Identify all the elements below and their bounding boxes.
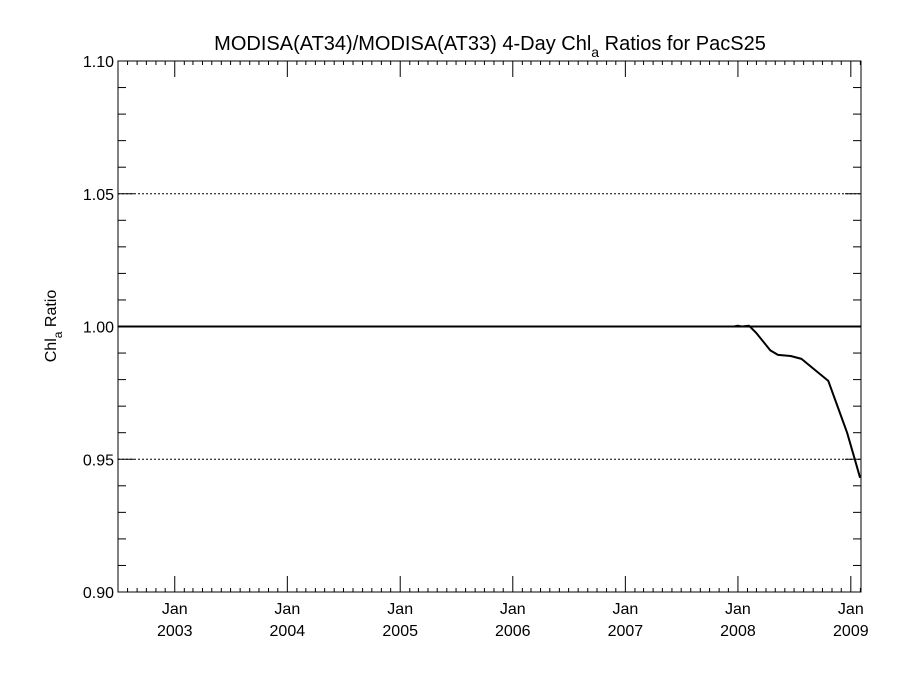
x-tick-label-month: Jan [838, 601, 864, 618]
y-tick-label: 0.95 [83, 452, 114, 469]
x-tick-label-year: 2006 [495, 623, 531, 640]
y-axis-title: Chla Ratio [43, 290, 65, 363]
series-layer [118, 324, 862, 479]
x-tick-label-year: 2009 [833, 623, 869, 640]
x-tick-label-year: 2007 [608, 623, 644, 640]
x-tick-label-month: Jan [162, 601, 188, 618]
x-tick-label-year: 2008 [720, 623, 756, 640]
x-tick-label-month: Jan [500, 601, 526, 618]
y-tick-label: 0.90 [83, 585, 114, 602]
x-tick-labels: Jan 2003 Jan 2004 Jan 2005 Jan 2006 Jan 2007 Jan 20… [157, 601, 869, 640]
x-tick-label-year: 2003 [157, 623, 193, 640]
x-tick-label-year: 2004 [270, 623, 306, 640]
x-tick-label-month: Jan [387, 601, 413, 618]
chart-title: MODISA(AT34)/MODISA(AT33) 4-Day Chla Rat… [214, 33, 766, 60]
x-tick-label-month: Jan [612, 601, 638, 618]
x-tick-label-year: 2005 [382, 623, 418, 640]
y-tick-label: 1.10 [83, 54, 114, 71]
y-tick-labels: 0.90 0.95 1.00 1.05 1.10 [83, 54, 114, 602]
x-tick-label-month: Jan [725, 601, 751, 618]
x-tick-label-month: Jan [274, 601, 300, 618]
plot-frame [117, 60, 862, 593]
y-tick-label: 1.00 [83, 320, 114, 337]
series-line [118, 324, 862, 479]
y-tick-label: 1.05 [83, 187, 114, 204]
axis-ticks [117, 60, 861, 593]
